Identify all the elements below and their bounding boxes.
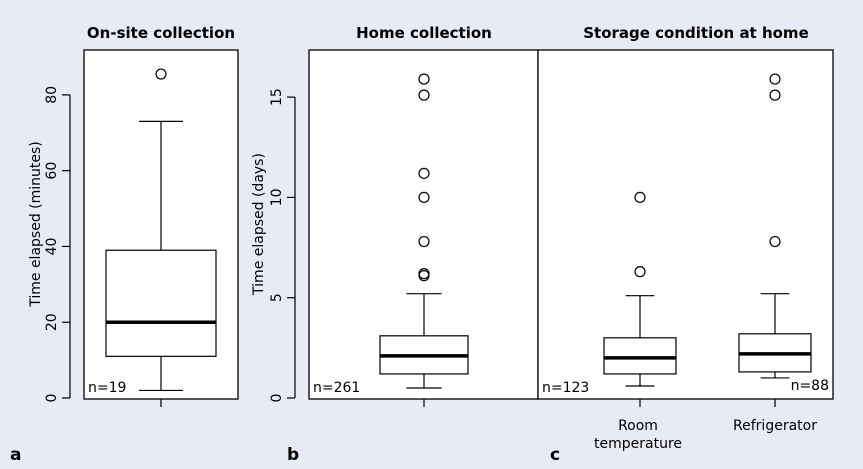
panel-c-box-2-outlier bbox=[769, 73, 781, 85]
panel-b-box-outlier bbox=[418, 73, 430, 85]
panel-c-n-label-refrigerator: n=88 bbox=[791, 378, 829, 394]
panel-b-box-outlier bbox=[418, 235, 430, 248]
panel-b-y-tick-label: 15 bbox=[269, 88, 285, 106]
panel-c-box-1-iqr bbox=[603, 337, 677, 375]
panel-c-boxes bbox=[603, 73, 812, 407]
panel-a-y-tick-label: 0 bbox=[44, 394, 60, 403]
x-label-refrigerator: Refrigerator bbox=[733, 418, 817, 434]
x-label-room-temperature: Room temperature bbox=[594, 418, 682, 452]
panel-c-storage: Storage condition at home n=123 n=88 Roo… bbox=[537, 24, 834, 465]
panel-a-box-outlier bbox=[155, 68, 167, 80]
panel-a-n-label: n=19 bbox=[88, 380, 126, 396]
panel-b-y-tick-label: 5 bbox=[269, 293, 285, 302]
panel-c-letter: c bbox=[550, 445, 560, 465]
panel-b-box-outlier bbox=[418, 268, 430, 280]
panel-a-y-tick-label: 80 bbox=[44, 86, 60, 104]
panel-b-letter: b bbox=[287, 445, 299, 465]
panel-a-letter: a bbox=[10, 445, 21, 465]
panel-c-box-1-outlier bbox=[634, 191, 646, 204]
panel-c-box-2-outlier bbox=[769, 89, 781, 101]
panel-a-on-site: On-site collection 0 20 40 60 80 Time elapse… bbox=[10, 24, 239, 465]
panel-c-box-2-outlier bbox=[769, 235, 781, 248]
panel-b-y-tick-label: 10 bbox=[269, 188, 285, 206]
panel-b-y-tick-label: 0 bbox=[269, 394, 285, 403]
panel-c-title: Storage condition at home bbox=[583, 24, 809, 42]
panel-b-box-outlier bbox=[418, 167, 430, 179]
panel-b-boxes bbox=[379, 73, 469, 407]
panel-b-box-outlier bbox=[418, 89, 430, 101]
panel-a-y-axis-label: Time elapsed (minutes) bbox=[28, 141, 44, 308]
panel-a-y-tick-label: 20 bbox=[44, 313, 60, 331]
panel-b-box-outlier bbox=[418, 191, 430, 204]
panel-c-box-1-outlier bbox=[634, 266, 646, 278]
panel-b-title: Home collection bbox=[356, 24, 492, 42]
panel-a-box-iqr bbox=[105, 249, 217, 357]
panel-a-y-axis: 0 20 40 60 80 bbox=[44, 86, 71, 403]
panel-a-boxes bbox=[105, 68, 217, 407]
panel-b-home: Home collection 0 5 10 15 Time elapsed (day… bbox=[251, 24, 539, 465]
panel-a-y-tick-label: 40 bbox=[44, 238, 60, 256]
panel-a-title: On-site collection bbox=[87, 24, 235, 42]
panel-b-y-axis-label: Time elapsed (days) bbox=[251, 153, 267, 296]
panel-c-n-label-room: n=123 bbox=[542, 380, 589, 396]
panel-c-x-axis: Room temperature Refrigerator bbox=[594, 418, 817, 452]
panel-b-y-axis: 0 5 10 15 bbox=[269, 88, 296, 403]
panel-b-n-label: n=261 bbox=[313, 380, 360, 396]
panel-a-y-tick-label: 60 bbox=[44, 162, 60, 180]
